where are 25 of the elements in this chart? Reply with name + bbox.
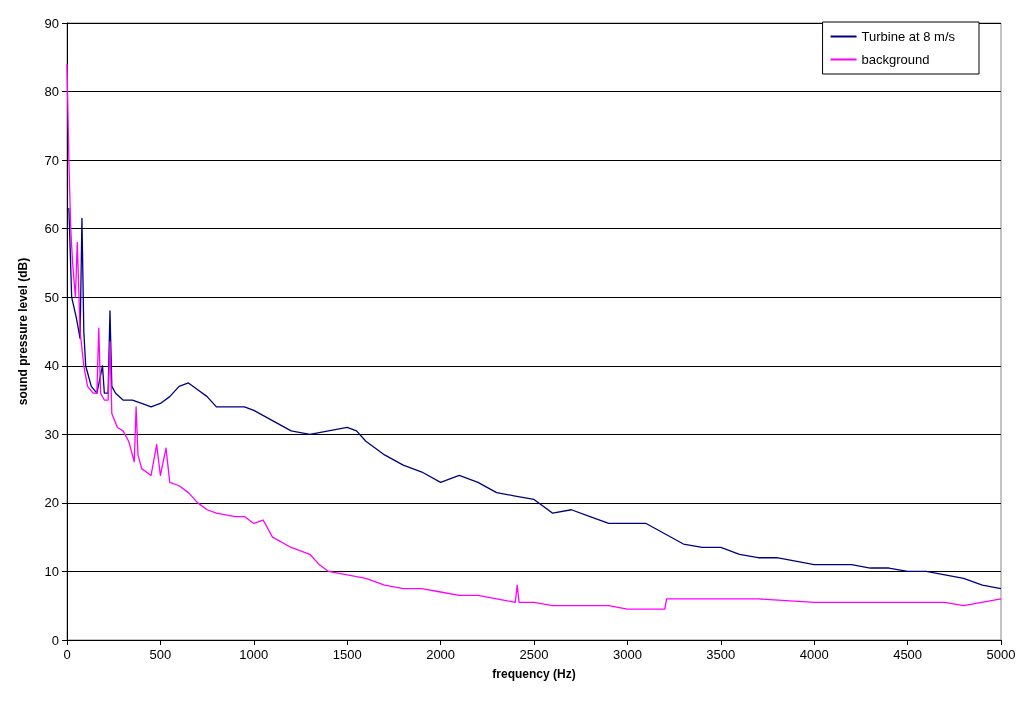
x-axis-title: frequency (Hz) — [492, 667, 576, 681]
y-tick-label: 60 — [44, 221, 59, 237]
y-tick-label: 80 — [44, 84, 59, 100]
x-tick-label: 3500 — [706, 647, 736, 662]
legend-label: Turbine at 8 m/s — [861, 29, 956, 44]
y-axis-title: sound pressure level (dB) — [16, 257, 30, 406]
x-tick-label: 2000 — [426, 647, 456, 662]
x-tick-label: 1500 — [332, 647, 362, 662]
y-tick-label: 40 — [44, 358, 59, 374]
y-tick-label: 20 — [44, 495, 59, 511]
x-tick-label: 0 — [63, 647, 71, 662]
legend-label: background — [861, 52, 930, 67]
x-tick-label: 2500 — [519, 647, 549, 662]
x-tick-label: 500 — [149, 647, 172, 662]
y-tick-label: 0 — [51, 632, 59, 648]
x-tick-label: 4500 — [893, 647, 923, 662]
x-tick-label: 4000 — [799, 647, 829, 662]
y-tick-label: 30 — [44, 426, 59, 442]
x-tick-label: 5000 — [986, 647, 1016, 662]
y-tick-label: 70 — [44, 152, 59, 168]
x-tick-label: 3000 — [612, 647, 642, 662]
y-tick-label: 90 — [44, 15, 59, 31]
y-tick-label: 10 — [44, 563, 59, 579]
y-tick-label: 50 — [44, 289, 59, 305]
x-tick-label: 1000 — [239, 647, 269, 662]
